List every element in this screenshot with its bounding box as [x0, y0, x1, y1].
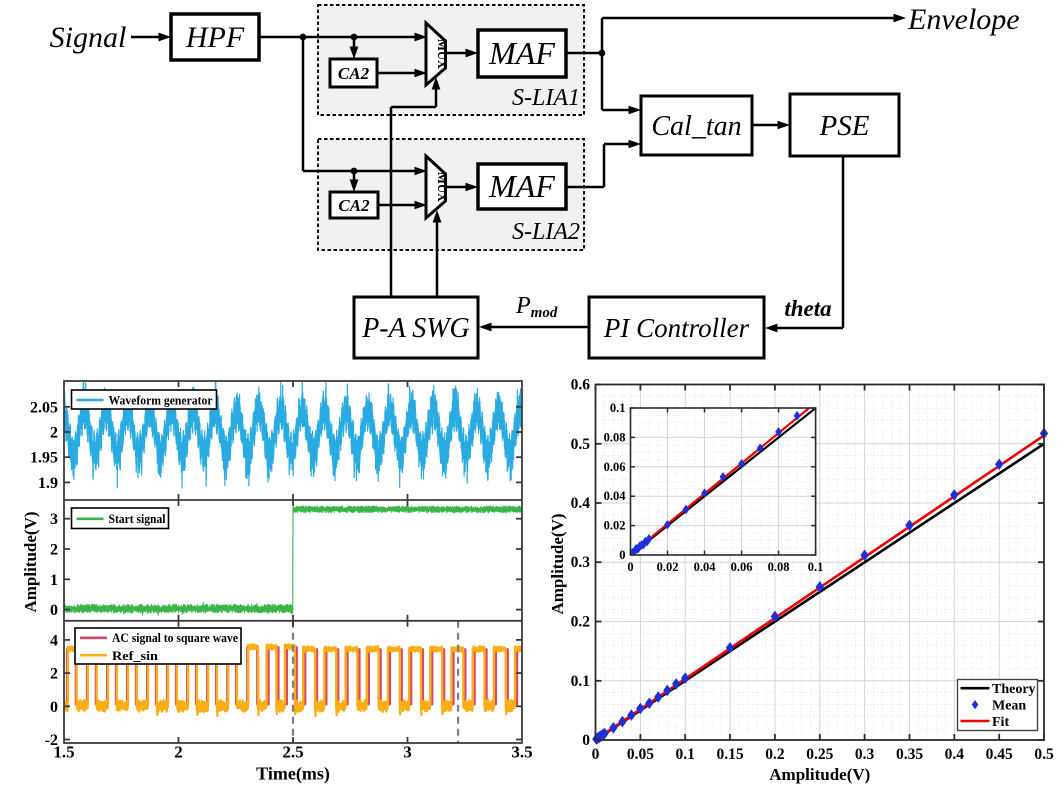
svg-text:MUX: MUX: [435, 39, 450, 70]
svg-text:CA2: CA2: [338, 196, 370, 215]
svg-text:Start signal: Start signal: [109, 511, 166, 526]
svg-text:0.06: 0.06: [731, 560, 753, 574]
svg-text:Amplitude(V): Amplitude(V): [548, 513, 567, 614]
svg-text:CA2: CA2: [338, 64, 370, 83]
svg-text:0.3: 0.3: [571, 554, 591, 571]
svg-text:2.5: 2.5: [282, 743, 303, 762]
svg-text:Amplitude(V): Amplitude(V): [21, 511, 40, 612]
svg-text:1.9: 1.9: [38, 475, 58, 492]
svg-text:0.35: 0.35: [896, 746, 923, 763]
svg-text:0: 0: [50, 699, 58, 716]
svg-text:0: 0: [592, 746, 600, 763]
svg-text:Fit: Fit: [992, 715, 1009, 730]
svg-text:Pmod: Pmod: [515, 293, 558, 321]
svg-text:0.02: 0.02: [604, 519, 626, 533]
svg-text:Time(ms): Time(ms): [256, 764, 330, 785]
svg-text:MAF: MAF: [488, 35, 555, 71]
svg-text:P-A SWG: P-A SWG: [361, 313, 470, 344]
svg-text:2.05: 2.05: [30, 399, 58, 416]
svg-text:0.5: 0.5: [571, 436, 591, 453]
svg-text:S-LIA1: S-LIA1: [512, 85, 580, 111]
svg-text:0.06: 0.06: [604, 460, 626, 474]
svg-text:0.15: 0.15: [716, 746, 743, 763]
svg-text:0.4: 0.4: [945, 746, 965, 763]
svg-text:3: 3: [50, 511, 58, 528]
svg-text:0.4: 0.4: [571, 495, 591, 512]
svg-text:Envelope: Envelope: [907, 3, 1020, 36]
svg-text:2: 2: [50, 542, 58, 559]
svg-text:2: 2: [174, 743, 183, 762]
svg-text:0: 0: [619, 548, 625, 562]
svg-text:4: 4: [50, 632, 58, 649]
svg-text:0.1: 0.1: [610, 401, 626, 415]
svg-text:0.25: 0.25: [806, 746, 833, 763]
svg-text:HPF: HPF: [185, 21, 245, 54]
svg-text:0.6: 0.6: [571, 377, 591, 394]
svg-text:0: 0: [50, 602, 58, 619]
svg-text:theta: theta: [784, 296, 831, 321]
svg-text:Mean: Mean: [992, 698, 1026, 713]
svg-text:AC signal to square wave: AC signal to square wave: [112, 631, 238, 645]
svg-text:0.3: 0.3: [855, 746, 875, 763]
svg-text:2: 2: [50, 425, 58, 442]
svg-text:1.5: 1.5: [53, 743, 74, 762]
svg-text:S-LIA2: S-LIA2: [512, 219, 580, 245]
svg-text:0.5: 0.5: [1034, 746, 1054, 763]
svg-text:PI Controller: PI Controller: [603, 313, 750, 343]
svg-text:0.04: 0.04: [694, 560, 717, 574]
svg-text:Signal: Signal: [50, 21, 127, 54]
svg-text:-2: -2: [45, 732, 58, 749]
svg-text:PSE: PSE: [819, 110, 870, 142]
svg-text:Theory: Theory: [992, 682, 1036, 697]
svg-text:0.04: 0.04: [604, 489, 627, 503]
svg-text:0.05: 0.05: [627, 746, 654, 763]
svg-text:0: 0: [627, 560, 633, 574]
svg-text:Amplitude(V): Amplitude(V): [769, 765, 870, 784]
svg-text:0.08: 0.08: [604, 430, 626, 444]
svg-text:0: 0: [582, 732, 590, 749]
svg-text:0.02: 0.02: [657, 560, 679, 574]
svg-text:3: 3: [403, 743, 412, 762]
svg-text:0.1: 0.1: [808, 560, 824, 574]
svg-text:3.5: 3.5: [511, 743, 532, 762]
svg-text:0.08: 0.08: [768, 560, 790, 574]
svg-text:0.2: 0.2: [571, 614, 591, 631]
svg-text:0.45: 0.45: [986, 746, 1013, 763]
svg-text:0.1: 0.1: [571, 673, 590, 690]
svg-text:2: 2: [50, 666, 58, 683]
svg-text:Cal_tan: Cal_tan: [651, 111, 741, 142]
svg-text:1.95: 1.95: [30, 450, 58, 467]
svg-text:0.2: 0.2: [765, 746, 785, 763]
svg-text:1: 1: [50, 572, 58, 589]
svg-text:Ref_sin: Ref_sin: [112, 649, 158, 663]
svg-text:Waveform generator: Waveform generator: [109, 393, 213, 408]
svg-text:MUX: MUX: [435, 172, 450, 203]
svg-text:0.1: 0.1: [676, 746, 695, 763]
svg-text:MAF: MAF: [488, 168, 555, 204]
